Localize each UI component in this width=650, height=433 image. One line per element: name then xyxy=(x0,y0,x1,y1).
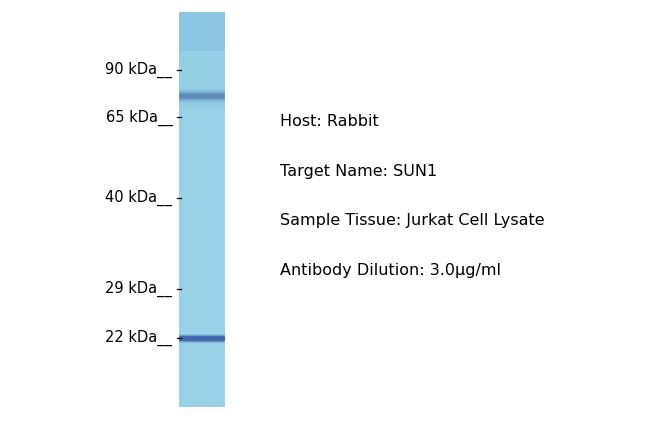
Text: Host: Rabbit: Host: Rabbit xyxy=(280,114,378,129)
Text: 65 kDa__: 65 kDa__ xyxy=(105,109,172,126)
Text: 90 kDa__: 90 kDa__ xyxy=(105,62,172,78)
Text: 29 kDa__: 29 kDa__ xyxy=(105,281,172,297)
Text: Target Name: SUN1: Target Name: SUN1 xyxy=(280,164,437,178)
Text: Antibody Dilution: 3.0µg/ml: Antibody Dilution: 3.0µg/ml xyxy=(280,263,500,278)
Text: 40 kDa__: 40 kDa__ xyxy=(105,190,172,206)
Text: Sample Tissue: Jurkat Cell Lysate: Sample Tissue: Jurkat Cell Lysate xyxy=(280,213,544,228)
Text: 22 kDa__: 22 kDa__ xyxy=(105,330,172,346)
